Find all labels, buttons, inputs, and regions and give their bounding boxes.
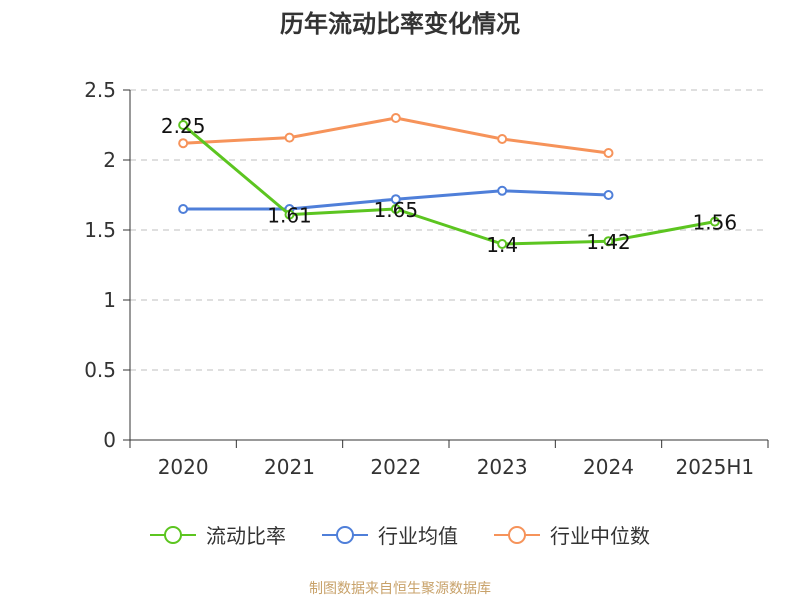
legend-marker-current-ratio xyxy=(150,525,196,544)
y-tick-label: 1 xyxy=(103,288,116,312)
series-line-0 xyxy=(182,123,716,246)
data-label: 1.56 xyxy=(693,211,738,235)
data-point-0 xyxy=(390,204,401,214)
legend-item-industry-median[interactable]: 行业中位数 xyxy=(494,520,650,549)
data-point-1 xyxy=(603,190,614,200)
y-tick-label: 0 xyxy=(103,428,116,452)
legend-item-industry-mean[interactable]: 行业均值 xyxy=(322,520,458,549)
data-label: 1.61 xyxy=(267,204,312,228)
legend: 流动比率 行业均值 行业中位数 xyxy=(0,520,800,549)
source-note: 制图数据来自恒生聚源数据库 xyxy=(309,581,491,597)
data-point-0 xyxy=(603,236,614,247)
legend-label-industry-median: 行业中位数 xyxy=(550,524,650,548)
data-point-0 xyxy=(284,209,295,220)
y-tick-label: 2.5 xyxy=(84,78,116,102)
legend-marker-industry-median xyxy=(494,525,540,544)
chart-title: 历年流动比率变化情况 xyxy=(280,10,520,38)
data-point-0 xyxy=(709,216,720,227)
data-point-1 xyxy=(497,185,508,196)
data-label: 1.4 xyxy=(486,233,518,257)
x-tick-label: 2022 xyxy=(370,455,421,479)
data-point-2 xyxy=(284,132,295,143)
data-point-0 xyxy=(178,120,189,130)
data-label: 2.25 xyxy=(161,114,206,138)
legend-label-current-ratio: 流动比率 xyxy=(206,524,286,548)
x-tick-label: 2020 xyxy=(158,455,209,479)
x-tick-label: 2025H1 xyxy=(675,455,754,479)
data-point-2 xyxy=(497,134,508,144)
x-tick-label: 2021 xyxy=(264,455,315,479)
x-tick-label: 2023 xyxy=(477,455,528,479)
series-line-2 xyxy=(183,116,609,155)
data-point-0 xyxy=(497,239,508,249)
data-point-2 xyxy=(603,148,614,158)
legend-marker-industry-mean xyxy=(322,525,368,544)
data-point-1 xyxy=(390,194,401,205)
data-point-2 xyxy=(178,138,189,149)
data-label: 1.65 xyxy=(374,198,419,222)
data-point-1 xyxy=(178,204,189,214)
data-label: 1.42 xyxy=(586,230,631,254)
y-tick-label: 1.5 xyxy=(84,218,116,242)
data-point-2 xyxy=(390,113,401,123)
x-tick-label: 2024 xyxy=(583,455,634,479)
legend-item-current-ratio[interactable]: 流动比率 xyxy=(150,520,286,549)
y-tick-label: 2 xyxy=(103,148,116,172)
y-tick-label: 0.5 xyxy=(84,358,116,382)
legend-label-industry-mean: 行业均值 xyxy=(378,524,458,548)
